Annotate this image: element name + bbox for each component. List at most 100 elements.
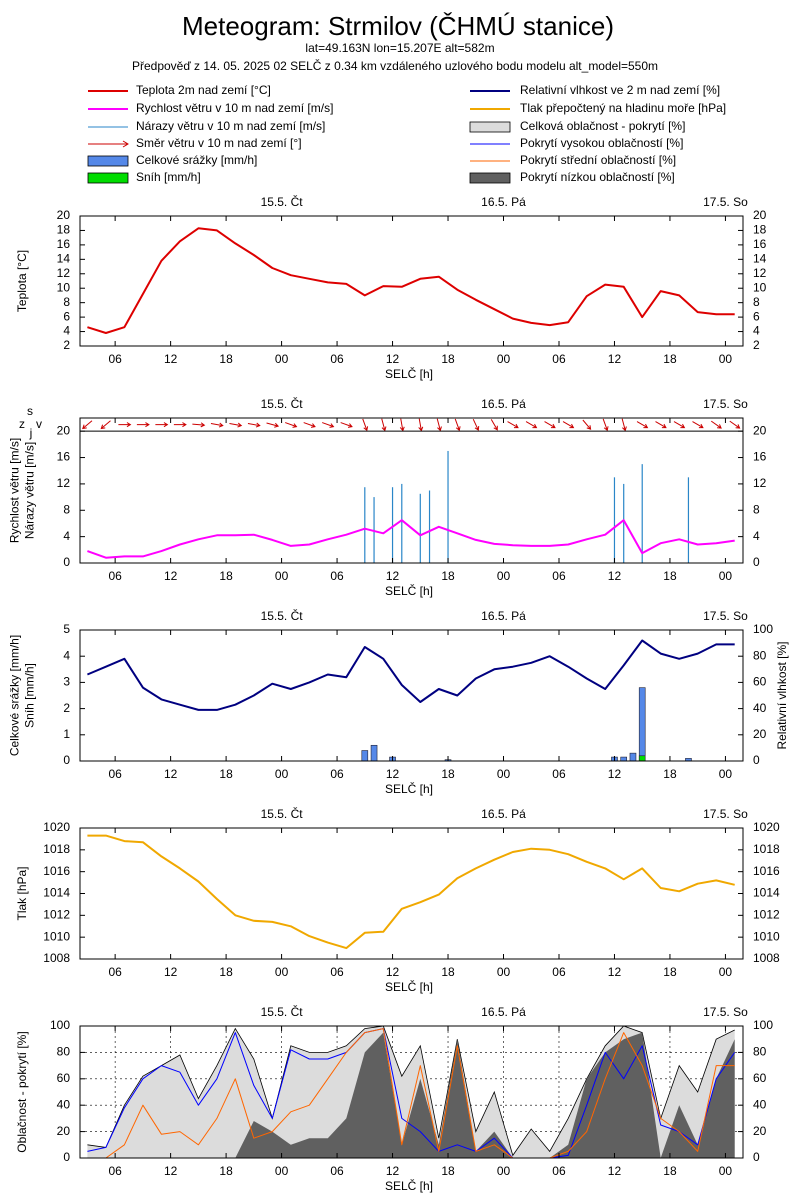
- legend-label: Celkové srážky [mm/h]: [136, 153, 257, 167]
- series-line: [87, 227, 735, 334]
- x-tick-label: 18: [441, 352, 455, 366]
- compass-label: s: [27, 404, 33, 418]
- wind-arrow: [340, 422, 353, 428]
- legend-swatch: [88, 140, 129, 148]
- y-tick-label: 0: [753, 753, 760, 767]
- x-tick-label: 00: [497, 965, 511, 979]
- y-tick-label: 1: [63, 727, 70, 741]
- x-tick-label: 18: [663, 1164, 677, 1178]
- y-tick-label: 80: [753, 1045, 767, 1059]
- y-axis-label: Celkové srážky [mm/h]: [8, 635, 22, 756]
- x-tick-label: 00: [719, 1164, 733, 1178]
- x-tick-label: 06: [108, 767, 122, 781]
- wind-arrow: [454, 418, 461, 432]
- x-tick-label: 00: [275, 352, 289, 366]
- x-tick-label: 00: [275, 1164, 289, 1178]
- x-tick-label: 00: [275, 965, 289, 979]
- wind-arrow: [621, 418, 627, 432]
- y-tick-label: 1008: [753, 951, 780, 965]
- day-label: 17.5. So: [703, 1005, 748, 1019]
- y-tick-label: 1020: [753, 820, 780, 834]
- y-tick-label: 60: [57, 1071, 71, 1085]
- x-axis-label: SELČ [h]: [385, 1178, 433, 1193]
- compass-label: j: [29, 426, 33, 440]
- x-tick-label: 18: [219, 767, 233, 781]
- x-tick-label: 06: [552, 965, 566, 979]
- y-tick-label: 1016: [753, 864, 780, 878]
- y-axis-label: Tlak [hPa]: [15, 866, 29, 920]
- wind-arrow: [729, 420, 741, 429]
- day-label: 16.5. Pá: [481, 609, 526, 623]
- y-tick-label: 10: [753, 280, 767, 294]
- wind-arrow: [562, 421, 575, 429]
- y-tick-label: 20: [753, 1124, 767, 1138]
- y-tick-label: 1008: [43, 951, 70, 965]
- x-tick-label: 12: [608, 352, 622, 366]
- x-tick-label: 00: [497, 569, 511, 583]
- x-tick-label: 12: [608, 965, 622, 979]
- y-tick-label: 12: [57, 476, 71, 490]
- series-line: [87, 834, 735, 950]
- y-tick-label: 1016: [43, 864, 70, 878]
- y-tick-label: 1010: [753, 929, 780, 943]
- x-tick-label: 12: [164, 1164, 178, 1178]
- y-tick-label: 0: [753, 555, 760, 569]
- x-tick-label: 00: [497, 352, 511, 366]
- y-tick-label: 80: [57, 1045, 71, 1059]
- wind-arrow: [303, 422, 316, 428]
- y-tick-label: 0: [753, 1150, 760, 1164]
- x-tick-label: 18: [219, 569, 233, 583]
- y-tick-label: 60: [753, 675, 767, 689]
- x-tick-label: 00: [719, 767, 733, 781]
- y-tick-label: 16: [57, 450, 71, 464]
- x-tick-label: 00: [719, 965, 733, 979]
- day-label: 16.5. Pá: [481, 195, 526, 209]
- series-line: [87, 1028, 736, 1159]
- cloud-edge: [87, 1025, 735, 1157]
- x-tick-label: 00: [719, 352, 733, 366]
- day-label: 15.5. Čt: [261, 608, 304, 623]
- x-tick-label: 18: [663, 767, 677, 781]
- wind-arrow: [173, 422, 187, 428]
- day-label: 16.5. Pá: [481, 397, 526, 411]
- cloud-area: [87, 1032, 735, 1158]
- day-label: 17.5. So: [703, 397, 748, 411]
- x-tick-label: 06: [330, 569, 344, 583]
- x-axis-label: SELČ [h]: [385, 979, 433, 994]
- x-tick-label: 18: [663, 569, 677, 583]
- wind-arrow: [210, 422, 224, 428]
- legend-label: Směr větru v 10 m nad zemí [°]: [136, 136, 302, 150]
- y-tick-label: 8: [753, 295, 760, 309]
- legend-label: Pokrytí střední oblačností [%]: [520, 153, 676, 167]
- x-tick-label: 12: [608, 569, 622, 583]
- wind-arrow: [472, 418, 480, 431]
- y-tick-label: 1010: [43, 929, 70, 943]
- y-axis-label: Oblačnost - pokrytí [%]: [15, 1031, 29, 1152]
- x-tick-label: 12: [386, 767, 400, 781]
- x-tick-label: 06: [330, 965, 344, 979]
- legend-label: Pokrytí vysokou oblačností [%]: [520, 136, 683, 150]
- forecast-info: Předpověď z 14. 05. 2025 02 SELČ z 0.34 …: [132, 58, 658, 73]
- x-tick-label: 06: [108, 352, 122, 366]
- wind-arrow: [266, 422, 280, 428]
- y-tick-label: 20: [753, 727, 767, 741]
- x-tick-label: 12: [164, 767, 178, 781]
- x-tick-label: 18: [219, 965, 233, 979]
- x-tick-label: 06: [330, 1164, 344, 1178]
- y-tick-label: 3: [63, 675, 70, 689]
- y-tick-label: 40: [57, 1097, 71, 1111]
- x-tick-label: 06: [108, 569, 122, 583]
- y-tick-label: 20: [57, 208, 71, 222]
- y-tick-label: 2: [63, 701, 70, 715]
- day-label: 16.5. Pá: [481, 807, 526, 821]
- y2-axis-label: Relativní vlhkost [%]: [775, 641, 789, 749]
- wind-arrow: [655, 421, 667, 429]
- plot-frame: [79, 215, 744, 347]
- y-axis-label: Teplota [°C]: [15, 250, 29, 312]
- precip-bar: [620, 756, 628, 762]
- wind-arrow: [118, 422, 132, 428]
- x-tick-label: 18: [441, 965, 455, 979]
- x-tick-label: 18: [441, 569, 455, 583]
- y-tick-label: 40: [753, 1097, 767, 1111]
- day-label: 17.5. So: [703, 807, 748, 821]
